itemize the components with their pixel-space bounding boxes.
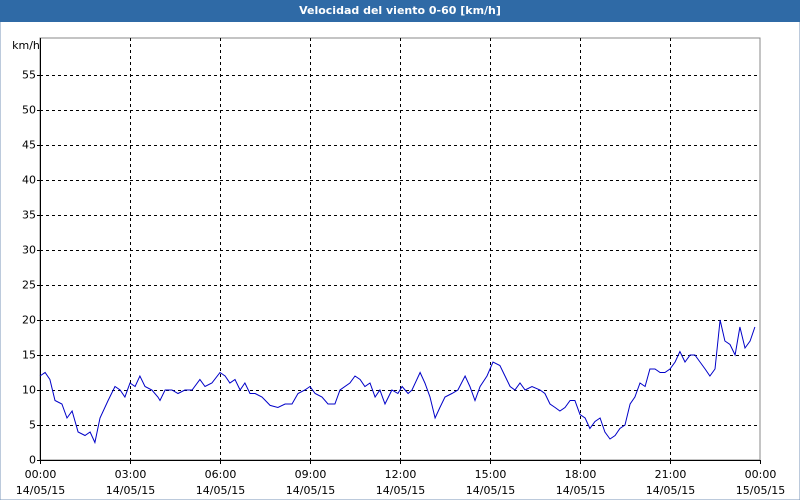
y-tick-label: 10 <box>22 384 36 397</box>
y-tick-label: 5 <box>29 419 36 432</box>
x-tick-label: 15:00 <box>475 468 507 481</box>
title-bar <box>0 0 800 22</box>
x-tick-date: 14/05/15 <box>16 484 65 497</box>
x-tick-label: 21:00 <box>655 468 687 481</box>
y-tick-label: 40 <box>22 174 36 187</box>
x-tick-date: 15/05/15 <box>736 484 785 497</box>
x-tick-date: 14/05/15 <box>466 484 515 497</box>
x-tick-date: 14/05/15 <box>646 484 695 497</box>
y-tick-label: 35 <box>22 209 36 222</box>
x-tick-date: 14/05/15 <box>376 484 425 497</box>
x-tick-date: 14/05/15 <box>556 484 605 497</box>
chart-title: Velocidad del viento 0-60 [km/h] <box>299 4 501 17</box>
y-tick-label: 30 <box>22 244 36 257</box>
x-tick-label: 09:00 <box>295 468 327 481</box>
x-tick-date: 14/05/15 <box>106 484 155 497</box>
x-tick-label: 12:00 <box>385 468 417 481</box>
wind-line <box>39 319 756 445</box>
y-tick-label: 15 <box>22 349 36 362</box>
x-tick-label: 18:00 <box>565 468 597 481</box>
x-tick-date: 14/05/15 <box>196 484 245 497</box>
x-tick-label: 06:00 <box>205 468 237 481</box>
x-tick-date: 14/05/15 <box>286 484 335 497</box>
x-tick-label: 00:00 <box>25 468 57 481</box>
y-tick-label: 20 <box>22 314 36 327</box>
y-tick-label: 55 <box>22 69 36 82</box>
y-tick-label: 0 <box>29 454 36 467</box>
y-tick-label: 25 <box>22 279 36 292</box>
y-tick-label: 50 <box>22 104 36 117</box>
x-tick-label: 00:00 <box>745 468 777 481</box>
x-tick-label: 03:00 <box>115 468 147 481</box>
y-axis-unit: km/h <box>12 39 40 52</box>
y-tick-label: 45 <box>22 139 36 152</box>
